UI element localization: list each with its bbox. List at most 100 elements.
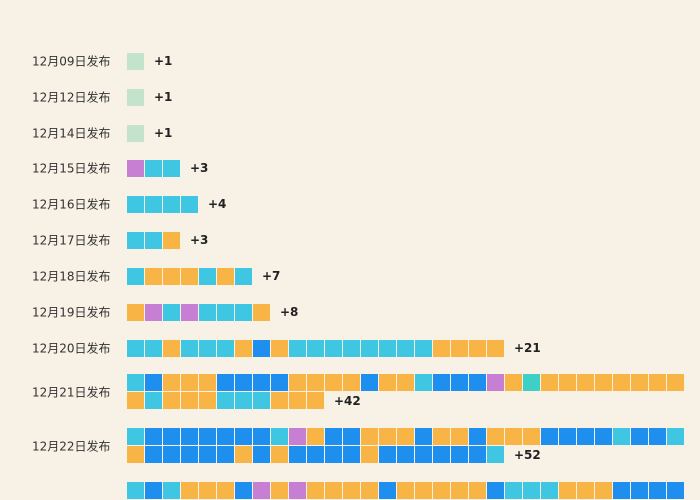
waffle-cell [127,159,144,177]
waffle-cell [217,392,234,409]
waffle-cell [145,303,162,321]
waffle-cell [217,267,234,285]
waffle-cell [127,52,144,70]
waffle-cell [487,482,504,499]
waffle-cell [235,392,252,409]
waffle-cell [667,482,684,499]
waffle-cell [289,339,306,357]
waffle-cell [163,428,180,445]
row-count: +1 [154,126,173,140]
row-count: +8 [280,305,299,319]
waffle-cell [343,482,360,499]
waffle-cell [415,446,432,463]
waffle-cell [631,482,648,499]
waffle-cell [523,482,540,499]
waffle-cell [631,428,648,445]
waffle-cell [235,446,252,463]
waffle-cell [181,339,198,357]
waffle-cell [145,159,162,177]
waffle-cell [163,482,180,499]
waffle-cell [253,374,270,391]
waffle-cell [199,392,216,409]
waffle-cell [469,482,486,499]
waffle-cell [595,374,612,391]
waffle-cell [289,446,306,463]
waffle-cell [559,374,576,391]
waffle-cell [505,428,522,445]
row-count: +21 [514,341,541,355]
waffle-cell [307,446,324,463]
waffle-cell [235,428,252,445]
waffle-cell [541,482,558,499]
waffle-cell [397,428,414,445]
row-count: +3 [190,233,209,247]
waffle-cell [217,303,234,321]
waffle-cell [325,428,342,445]
waffle-cell [613,374,630,391]
waffle-cell [145,482,162,499]
waffle-cell [217,339,234,357]
waffle-cell [343,374,360,391]
waffle-cell [163,267,180,285]
waffle-cell [127,88,144,106]
waffle-cell [163,159,180,177]
waffle-cell [181,482,198,499]
waffle-cell [577,482,594,499]
waffle-cell [181,303,198,321]
waffle-cell [505,482,522,499]
waffle-cell [451,339,468,357]
waffle-cell [649,428,666,445]
waffle-cell [145,267,162,285]
waffle-cell [451,428,468,445]
waffle-cell [163,392,180,409]
waffle-cell [289,392,306,409]
waffle-cell [145,339,162,357]
waffle-cell [253,428,270,445]
waffle-cell [343,428,360,445]
waffle-cell [667,428,684,445]
row-count: +1 [154,90,173,104]
waffle-cell [469,446,486,463]
waffle-cell [379,374,396,391]
waffle-cell [271,374,288,391]
waffle-cell [145,392,162,409]
waffle-cell [271,482,288,499]
waffle-cell [361,446,378,463]
waffle-cell [541,428,558,445]
waffle-cell [199,446,216,463]
waffle-cell [361,339,378,357]
waffle-cell [523,374,540,391]
waffle-cell [307,339,324,357]
waffle-cell [397,339,414,357]
waffle-cell [433,446,450,463]
waffle-cell [181,446,198,463]
row-label: 12月22日发布 [32,439,111,454]
waffle-cell [325,446,342,463]
row-count: +42 [334,393,361,408]
waffle-cell [667,374,684,391]
row-label: 12月17日发布 [32,233,111,248]
waffle-cell [145,374,162,391]
waffle-cell [199,482,216,499]
waffle-cell [433,482,450,499]
waffle-cell [379,428,396,445]
waffle-cell [361,374,378,391]
waffle-cell [199,339,216,357]
waffle-cell [253,303,270,321]
waffle-cell [307,428,324,445]
waffle-cell [397,446,414,463]
waffle-cell [451,446,468,463]
waffle-cell [523,428,540,445]
waffle-cell [163,374,180,391]
waffle-cell [127,428,144,445]
waffle-cell [487,446,504,463]
waffle-cell [631,374,648,391]
waffle-cell [127,303,144,321]
waffle-cell [325,482,342,499]
row-count: +4 [208,197,227,211]
waffle-cell [271,446,288,463]
waffle-cell [271,428,288,445]
waffle-cell [235,374,252,391]
waffle-cell [595,428,612,445]
waffle-cell [235,303,252,321]
